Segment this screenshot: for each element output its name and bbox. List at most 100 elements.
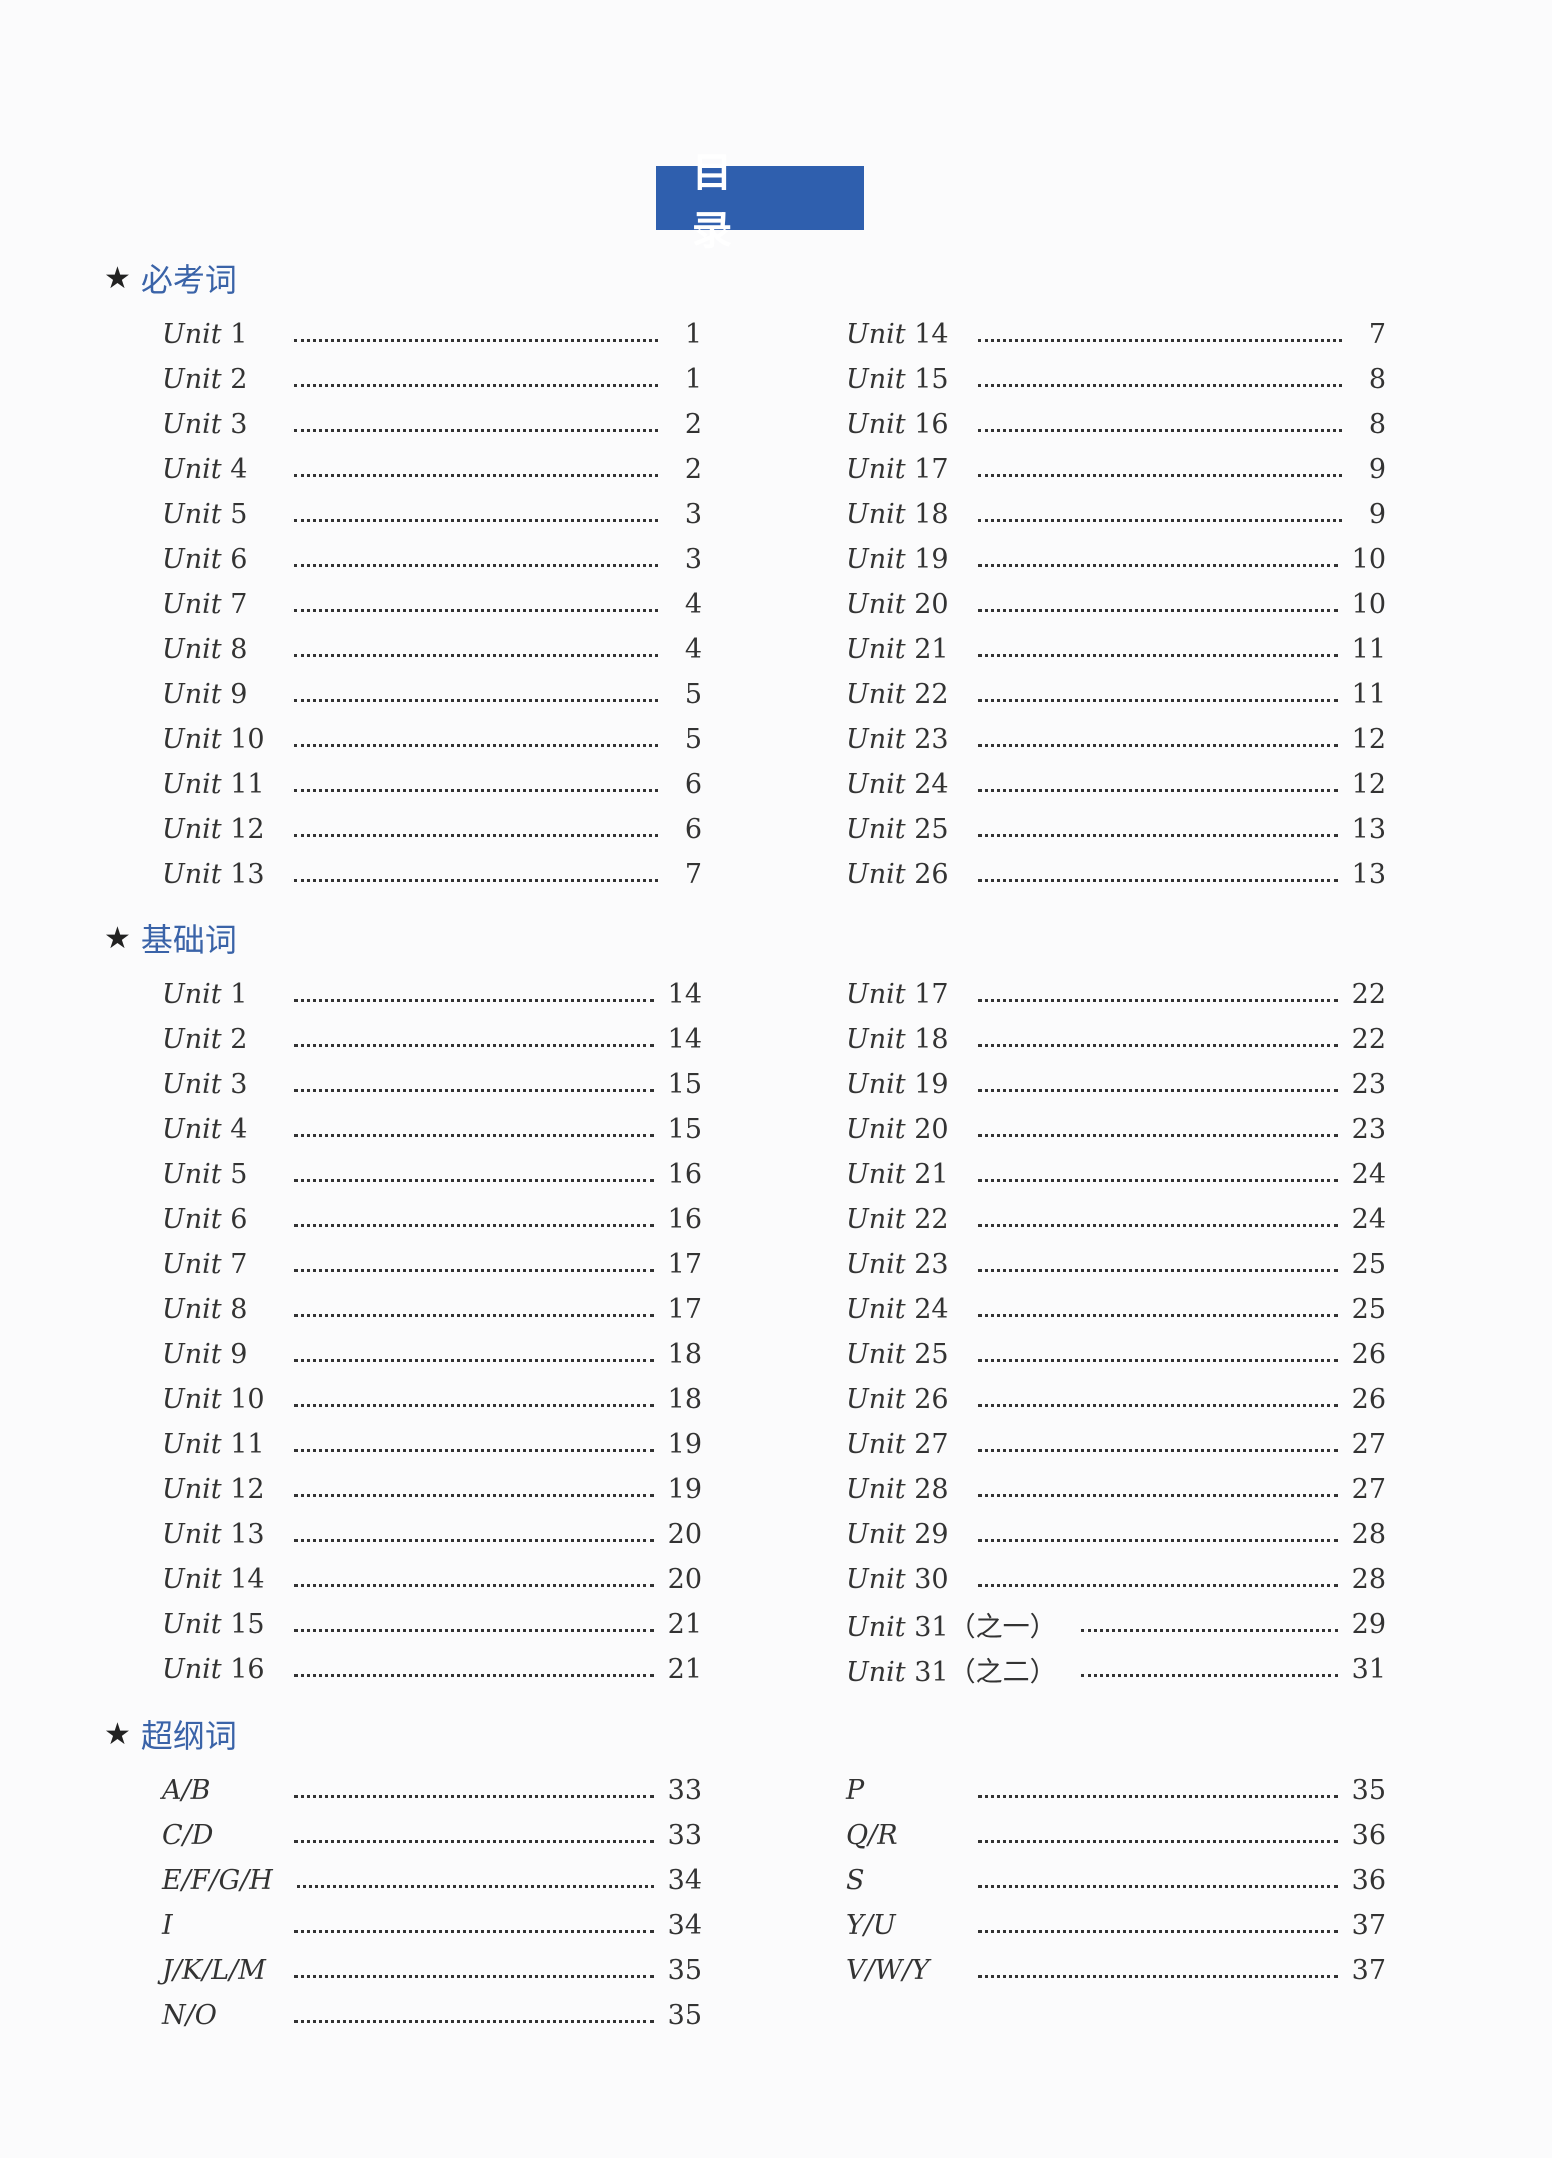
toc-entry[interactable]: Unit 21 24 <box>846 1152 1386 1197</box>
dot-leader <box>294 384 658 387</box>
toc-entry[interactable]: Unit 22 24 <box>846 1197 1386 1242</box>
toc-entry[interactable]: Unit 11 6 <box>162 762 702 807</box>
toc-entry[interactable]: Unit 10 18 <box>162 1377 702 1422</box>
toc-entry[interactable]: Q/R 36 <box>846 1813 1386 1858</box>
toc-entry-label: Unit 19 <box>846 544 954 575</box>
toc-entry[interactable]: Unit 24 12 <box>846 762 1386 807</box>
toc-entry[interactable]: Unit 2 14 <box>162 1017 702 1062</box>
toc-page-number: 18 <box>667 1384 702 1415</box>
toc-entry[interactable]: Unit 19 23 <box>846 1062 1386 1107</box>
toc-entry[interactable]: Unit 18 22 <box>846 1017 1386 1062</box>
toc-entry[interactable]: Unit 25 13 <box>846 807 1386 852</box>
dot-leader <box>294 1494 654 1497</box>
section-required-words: ★ 必考词 Unit 1 1 Unit 2 1 Unit 3 2 Unit 4 2 Unit 5… <box>104 256 1386 897</box>
toc-entry[interactable]: Unit 9 18 <box>162 1332 702 1377</box>
toc-entry[interactable]: Unit 26 26 <box>846 1377 1386 1422</box>
toc-entry[interactable]: Unit 15 21 <box>162 1602 702 1647</box>
toc-entry[interactable]: Unit 6 16 <box>162 1197 702 1242</box>
toc-entry[interactable]: Unit 31（之一） 29 <box>846 1602 1386 1647</box>
dot-leader <box>978 1885 1338 1888</box>
toc-entry-number: 12 <box>230 814 265 845</box>
toc-entry-label: Unit 7 <box>162 1249 270 1280</box>
toc-entry[interactable]: Unit 23 25 <box>846 1242 1386 1287</box>
toc-entry[interactable]: Unit 3 2 <box>162 402 702 447</box>
toc-entry[interactable]: Unit 27 27 <box>846 1422 1386 1467</box>
toc-page-number: 23 <box>1351 1069 1386 1100</box>
toc-entry[interactable]: Unit 3 15 <box>162 1062 702 1107</box>
toc-entry[interactable]: P 35 <box>846 1768 1386 1813</box>
dot-leader <box>294 789 658 792</box>
toc-page-number: 7 <box>684 859 702 890</box>
toc-entry[interactable]: Unit 2 1 <box>162 357 702 402</box>
toc-entry[interactable]: Unit 8 17 <box>162 1287 702 1332</box>
toc-entry[interactable]: Unit 19 10 <box>846 537 1386 582</box>
toc-entry[interactable]: N/O 35 <box>162 1993 702 2038</box>
dot-leader <box>978 1224 1338 1227</box>
toc-entry[interactable]: Unit 24 25 <box>846 1287 1386 1332</box>
dot-leader <box>978 519 1342 522</box>
toc-page-number: 7 <box>1368 319 1386 350</box>
toc-entry[interactable]: Unit 13 7 <box>162 852 702 897</box>
toc-entry-number: 27 <box>914 1429 949 1460</box>
toc-entry[interactable]: Unit 12 19 <box>162 1467 702 1512</box>
toc-entry[interactable]: Unit 14 20 <box>162 1557 702 1602</box>
toc-entry[interactable]: A/B 33 <box>162 1768 702 1813</box>
toc-entry[interactable]: V/W/Y 37 <box>846 1948 1386 1993</box>
toc-entry[interactable]: Unit 1 14 <box>162 972 702 1017</box>
toc-page-number: 37 <box>1351 1955 1386 1986</box>
dot-leader <box>294 2020 654 2023</box>
toc-entry[interactable]: Unit 28 27 <box>846 1467 1386 1512</box>
toc-entry[interactable]: Unit 7 17 <box>162 1242 702 1287</box>
toc-entry-label: Unit 5 <box>162 1159 270 1190</box>
toc-entry[interactable]: Unit 7 4 <box>162 582 702 627</box>
dot-leader <box>978 1269 1338 1272</box>
toc-page-number: 9 <box>1368 499 1386 530</box>
toc-entry[interactable]: Unit 8 4 <box>162 627 702 672</box>
toc-entry[interactable]: Unit 17 9 <box>846 447 1386 492</box>
toc-entry[interactable]: Unit 21 11 <box>846 627 1386 672</box>
toc-page-number: 35 <box>667 2000 702 2031</box>
toc-entry[interactable]: Unit 11 19 <box>162 1422 702 1467</box>
toc-page-number: 10 <box>1351 544 1386 575</box>
toc-entry[interactable]: I 34 <box>162 1903 702 1948</box>
toc-entry[interactable]: Unit 29 28 <box>846 1512 1386 1557</box>
toc-entry[interactable]: Unit 6 3 <box>162 537 702 582</box>
toc-entry[interactable]: Unit 23 12 <box>846 717 1386 762</box>
toc-entry[interactable]: Unit 9 5 <box>162 672 702 717</box>
toc-entry[interactable]: Unit 31（之二） 31 <box>846 1647 1386 1692</box>
toc-entry[interactable]: Unit 4 2 <box>162 447 702 492</box>
toc-entry[interactable]: E/F/G/H 34 <box>162 1858 702 1903</box>
toc-entry[interactable]: Unit 4 15 <box>162 1107 702 1152</box>
toc-entry-unit: Unit <box>846 814 906 845</box>
toc-entry-number: 5 <box>230 1159 248 1190</box>
toc-page-number: 2 <box>684 409 702 440</box>
toc-entry[interactable]: Unit 20 10 <box>846 582 1386 627</box>
toc-entry[interactable]: Unit 20 23 <box>846 1107 1386 1152</box>
toc-page-number: 21 <box>667 1654 702 1685</box>
toc-entry[interactable]: Unit 26 13 <box>846 852 1386 897</box>
toc-entry[interactable]: Unit 30 28 <box>846 1557 1386 1602</box>
toc-entry-number: 17 <box>914 979 949 1010</box>
toc-entry[interactable]: Unit 14 7 <box>846 312 1386 357</box>
toc-entry[interactable]: Unit 25 26 <box>846 1332 1386 1377</box>
toc-page-number: 26 <box>1351 1384 1386 1415</box>
toc-entry[interactable]: S 36 <box>846 1858 1386 1903</box>
toc-entry[interactable]: Unit 12 6 <box>162 807 702 852</box>
toc-entry-unit: Unit <box>162 679 222 710</box>
toc-entry[interactable]: Unit 5 3 <box>162 492 702 537</box>
toc-entry[interactable]: Unit 13 20 <box>162 1512 702 1557</box>
toc-entry[interactable]: Unit 16 8 <box>846 402 1386 447</box>
toc-page-number: 1 <box>684 319 702 350</box>
toc-entry[interactable]: Unit 16 21 <box>162 1647 702 1692</box>
toc-entry[interactable]: Unit 18 9 <box>846 492 1386 537</box>
toc-entry[interactable]: Unit 15 8 <box>846 357 1386 402</box>
toc-entry[interactable]: Unit 10 5 <box>162 717 702 762</box>
toc-entry[interactable]: C/D 33 <box>162 1813 702 1858</box>
toc-entry[interactable]: Y/U 37 <box>846 1903 1386 1948</box>
toc-title-box: 目 录 <box>656 150 864 254</box>
toc-entry[interactable]: Unit 22 11 <box>846 672 1386 717</box>
toc-entry[interactable]: Unit 17 22 <box>846 972 1386 1017</box>
toc-entry[interactable]: J/K/L/M 35 <box>162 1948 702 1993</box>
toc-entry[interactable]: Unit 5 16 <box>162 1152 702 1197</box>
